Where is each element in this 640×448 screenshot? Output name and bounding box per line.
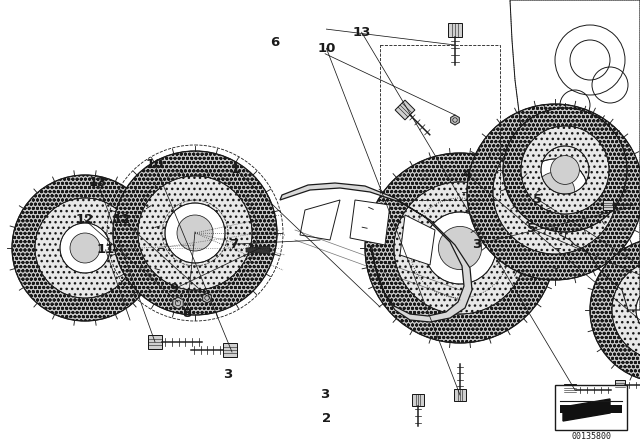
Polygon shape <box>300 200 340 240</box>
Wedge shape <box>35 198 135 298</box>
Text: 4: 4 <box>463 168 472 181</box>
Polygon shape <box>451 115 460 125</box>
Polygon shape <box>412 394 424 406</box>
Wedge shape <box>503 108 627 232</box>
Polygon shape <box>173 297 183 309</box>
Text: 13: 13 <box>89 176 107 190</box>
Text: 5: 5 <box>533 193 542 206</box>
Text: 5: 5 <box>527 222 536 235</box>
Wedge shape <box>365 153 555 343</box>
Circle shape <box>535 172 575 212</box>
Wedge shape <box>394 182 526 314</box>
Wedge shape <box>612 260 640 360</box>
Text: 2: 2 <box>322 412 331 426</box>
Text: 11: 11 <box>97 243 115 257</box>
Polygon shape <box>603 200 613 210</box>
Polygon shape <box>615 380 625 390</box>
Wedge shape <box>12 175 158 321</box>
Text: 12: 12 <box>76 213 93 226</box>
Text: 8: 8 <box>182 307 191 320</box>
Circle shape <box>550 155 579 185</box>
Circle shape <box>177 215 213 251</box>
Polygon shape <box>563 399 610 421</box>
Wedge shape <box>113 151 277 315</box>
Wedge shape <box>590 238 640 382</box>
Bar <box>380 45 500 200</box>
Text: 3: 3 <box>321 388 330 401</box>
Text: 12: 12 <box>113 213 131 226</box>
Polygon shape <box>350 200 390 245</box>
Text: 10: 10 <box>146 158 164 172</box>
Wedge shape <box>467 104 640 280</box>
Bar <box>555 385 627 430</box>
Polygon shape <box>448 23 462 37</box>
Polygon shape <box>148 335 162 349</box>
Polygon shape <box>454 389 466 401</box>
Text: 3: 3 <box>223 367 232 381</box>
Wedge shape <box>493 130 617 254</box>
Circle shape <box>438 226 482 270</box>
Polygon shape <box>280 183 472 322</box>
Wedge shape <box>138 176 252 290</box>
Text: 6: 6 <box>271 36 280 49</box>
Polygon shape <box>395 100 415 120</box>
Polygon shape <box>400 215 435 265</box>
Polygon shape <box>203 293 211 303</box>
Text: 13: 13 <box>353 26 371 39</box>
Bar <box>560 405 622 413</box>
Text: 9: 9 <box>170 282 179 296</box>
Text: 7: 7 <box>229 237 238 251</box>
Text: 3: 3 <box>472 237 481 251</box>
Text: 00135800: 00135800 <box>571 431 611 440</box>
Circle shape <box>70 233 100 263</box>
Polygon shape <box>223 343 237 357</box>
Polygon shape <box>246 246 270 254</box>
Text: 10: 10 <box>317 42 335 55</box>
Text: 1: 1 <box>231 163 240 176</box>
Polygon shape <box>564 384 576 396</box>
Wedge shape <box>521 126 609 214</box>
